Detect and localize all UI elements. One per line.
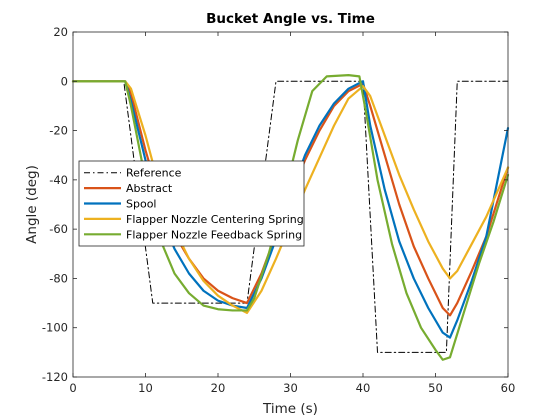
series-line-flapper-nozzle-feedback-spring — [71, 74, 510, 361]
x-axis-label: Time (s) — [262, 401, 318, 417]
y-tick-label: -20 — [49, 124, 68, 138]
y-tick-label: -60 — [49, 222, 68, 236]
y-tick-label: -120 — [42, 370, 68, 384]
legend: Reference Abstract Spool Flapper Nozzle Cen… — [78, 160, 305, 247]
y-tick-label: 0 — [61, 74, 68, 88]
x-tick-label: 20 — [211, 381, 226, 395]
legend-entry-label: Spool — [126, 198, 156, 211]
legend-entry-label: Flapper Nozzle Centering Spring — [126, 213, 304, 226]
x-tick-label: 10 — [138, 381, 153, 395]
y-tick-label: -40 — [49, 173, 68, 187]
x-ticks: 0 10 20 30 40 50 60 — [69, 32, 515, 395]
legend-entry-label: Flapper Nozzle Feedback Spring — [126, 228, 302, 241]
y-tick-label: -80 — [49, 271, 68, 285]
legend-entry-label: Reference — [126, 167, 182, 180]
x-tick-label: 40 — [356, 381, 371, 395]
y-axis-label: Angle (deg) — [24, 165, 40, 244]
x-tick-label: 60 — [501, 381, 516, 395]
y-tick-label: -100 — [42, 321, 68, 335]
legend-entry-label: Abstract — [126, 182, 173, 195]
x-tick-label: 30 — [283, 381, 298, 395]
y-tick-label: 20 — [53, 25, 68, 39]
chart-title: Bucket Angle vs. Time — [206, 11, 375, 27]
y-ticks: 20 0 -20 -40 -60 -80 -100 -120 — [42, 25, 508, 384]
x-tick-label: 50 — [428, 381, 443, 395]
x-tick-label: 0 — [69, 381, 76, 395]
